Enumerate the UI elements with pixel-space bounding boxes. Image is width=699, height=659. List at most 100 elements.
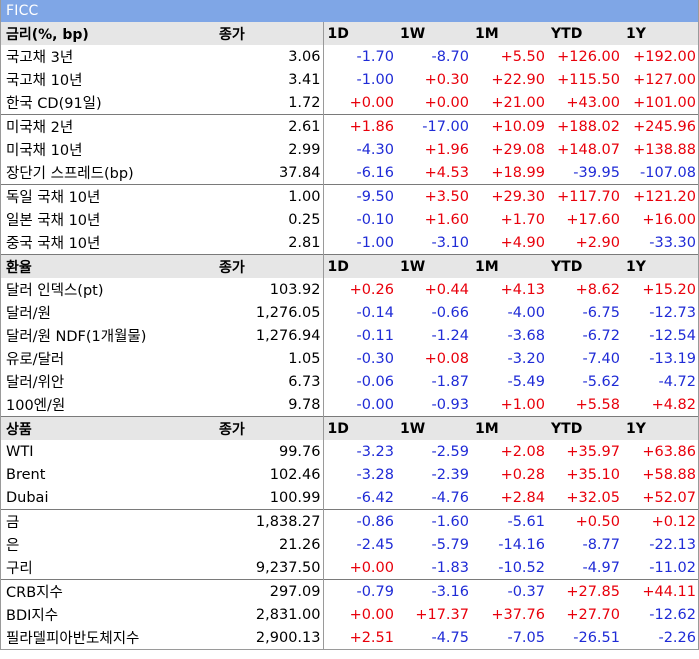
change-d1: -0.10	[356, 211, 394, 228]
row-label: 한국 CD(91일)	[6, 96, 102, 112]
close-value: 1.00	[214, 184, 324, 208]
change-ytd: +27.70	[566, 606, 620, 623]
change-m1: +1.00	[500, 396, 545, 413]
row-label: 독일 국채 10년	[1, 184, 214, 208]
row-label: 국고채 3년	[6, 50, 74, 66]
row-label: BDI지수	[6, 608, 59, 624]
change-ytd: +27.85	[547, 579, 622, 603]
close-value: 3.41	[214, 68, 324, 91]
change-m1: +4.13	[500, 281, 545, 298]
close-column-header: 종가	[214, 254, 324, 278]
close-value: 1,838.27	[214, 509, 324, 533]
change-m1: -3.20	[507, 350, 545, 367]
row-label: 달러 인덱스(pt)	[6, 283, 104, 299]
change-y1: -107.08	[640, 164, 696, 181]
change-m1: +2.84	[500, 489, 545, 506]
table-row: 한국 CD(91일) 1.72 +0.00 +0.00 +21.00 +43.00 +101…	[1, 91, 698, 115]
close-value: 21.26	[214, 533, 324, 556]
close-column-header: 종가	[214, 22, 324, 45]
change-y1: -4.72	[658, 373, 696, 390]
table-row: 달러/위안 6.73 -0.06 -1.87 -5.49 -5.62 -4.72	[1, 370, 698, 393]
close-value: 297.09	[214, 579, 324, 603]
close-value: 102.46	[214, 463, 324, 486]
row-label: 유로/달러	[6, 352, 65, 368]
table-row: 금 1,838.27 -0.86 -1.60 -5.61 +0.50 +0.12	[1, 509, 698, 533]
row-label: CRB지수	[1, 579, 214, 603]
change-d1: -3.23	[356, 443, 394, 460]
change-w1: -4.76	[431, 489, 469, 506]
table-row: Dubai 100.99 -6.42 -4.76 +2.84 +32.05 +52.07	[1, 486, 698, 510]
close-value: 9.78	[214, 393, 324, 417]
column-header-1d: 1D	[323, 416, 396, 440]
change-w1: -0.93	[431, 396, 469, 413]
change-ytd: -26.51	[547, 626, 622, 650]
change-y1: -13.19	[649, 350, 696, 367]
close-value: 6.73	[214, 370, 324, 393]
change-w1: -0.66	[431, 304, 469, 321]
change-w1: +1.60	[424, 211, 469, 228]
change-y1: +138.88	[633, 141, 696, 158]
close-value: 1.72	[214, 91, 324, 115]
change-y1: +127.00	[633, 71, 696, 88]
change-d1: +2.51	[323, 626, 396, 650]
change-d1: -0.14	[356, 304, 394, 321]
change-w1: -2.59	[431, 443, 469, 460]
change-w1: +4.53	[424, 164, 469, 181]
table-row: 독일 국채 10년 1.00 -9.50 +3.50 +29.30 +117.70 +121…	[1, 184, 698, 208]
change-d1: -0.86	[323, 509, 396, 533]
column-header-1d: 1D	[323, 254, 396, 278]
change-d1: -0.30	[356, 350, 394, 367]
column-header-1w: 1W	[396, 22, 471, 45]
close-value: 103.92	[214, 278, 324, 301]
row-label: 금	[1, 509, 214, 533]
panel-title: FICC	[1, 0, 698, 22]
change-d1: -1.00	[356, 234, 394, 251]
section-title: 환율	[1, 254, 214, 278]
change-ytd: +32.05	[566, 489, 620, 506]
column-header-1m: 1M	[471, 254, 547, 278]
change-d1: -4.30	[356, 141, 394, 158]
change-ytd: -4.97	[582, 559, 620, 576]
change-y1: +44.11	[622, 579, 698, 603]
change-ytd: +148.07	[557, 141, 620, 158]
change-m1: -4.00	[507, 304, 545, 321]
change-w1: -17.00	[396, 114, 471, 138]
row-label: 장단기 스프레드(bp)	[6, 166, 134, 182]
column-header-1y: 1Y	[622, 416, 698, 440]
column-header-1y: 1Y	[622, 254, 698, 278]
close-value: 3.06	[214, 45, 324, 68]
change-y1: -12.73	[649, 304, 696, 321]
change-m1: +1.70	[500, 211, 545, 228]
change-ytd: +117.70	[547, 184, 622, 208]
change-d1: -6.42	[356, 489, 394, 506]
change-d1: -9.50	[323, 184, 396, 208]
row-label: 100엔/원	[6, 398, 66, 414]
change-d1: +0.26	[349, 281, 394, 298]
close-value: 1.05	[214, 347, 324, 370]
change-ytd: -7.40	[582, 350, 620, 367]
change-y1: +63.86	[642, 443, 696, 460]
close-value: 0.25	[214, 208, 324, 231]
row-label: 일본 국채 10년	[6, 213, 101, 229]
change-ytd: +188.02	[547, 114, 622, 138]
close-column-header: 종가	[214, 416, 324, 440]
change-m1: -3.68	[507, 327, 545, 344]
change-w1: -1.83	[431, 559, 469, 576]
table-row: 달러 인덱스(pt) 103.92 +0.26 +0.44 +4.13 +8.62 +15.…	[1, 278, 698, 301]
change-w1: +0.08	[424, 350, 469, 367]
table-row: 유로/달러 1.05 -0.30 +0.08 -3.20 -7.40 -13.19	[1, 347, 698, 370]
column-header-1w: 1W	[396, 254, 471, 278]
table-row: WTI 99.76 -3.23 -2.59 +2.08 +35.97 +63.86	[1, 440, 698, 463]
column-header-1w: 1W	[396, 416, 471, 440]
change-w1: -1.60	[396, 509, 471, 533]
change-w1: +3.50	[396, 184, 471, 208]
ficc-table-body: 금리(%, bp) 종가 1D 1W 1M YTD 1Y 국고채 3년 3.06 -1.70 -8.…	[1, 22, 698, 650]
change-ytd: +0.50	[547, 509, 622, 533]
change-w1: -3.10	[431, 234, 469, 251]
change-y1: -12.62	[649, 606, 696, 623]
change-ytd: +126.00	[557, 48, 620, 65]
table-row: 장단기 스프레드(bp) 37.84 -6.16 +4.53 +18.99 -39.95 -…	[1, 161, 698, 185]
change-d1: +0.00	[349, 94, 394, 111]
section-header-row: 환율 종가 1D 1W 1M YTD 1Y	[1, 254, 698, 278]
close-value: 1,276.05	[214, 301, 324, 324]
